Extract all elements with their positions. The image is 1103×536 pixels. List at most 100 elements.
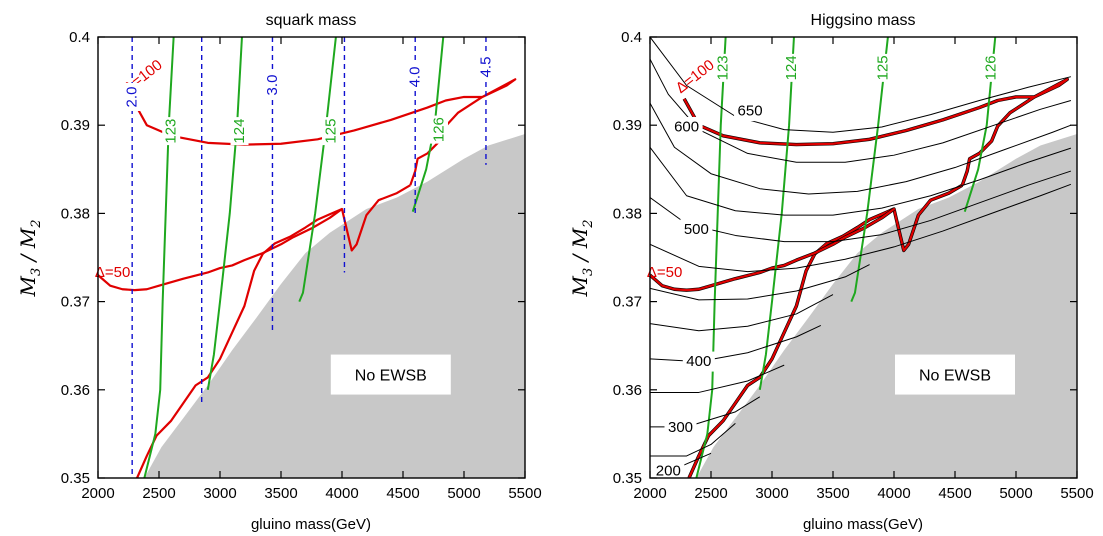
x-tick-label: 4000: [877, 485, 910, 502]
y-tick-label: 0.36: [613, 382, 642, 399]
contour-label-bg: [874, 53, 893, 82]
higgs-mass-label: 124: [783, 55, 800, 80]
fine-tuning-contour: [688, 184, 963, 478]
higgsino-mass-label: 300: [668, 419, 693, 436]
svg-text:M3 / M2: M3 / M2: [568, 220, 596, 298]
squark-mass-label: 4.5: [477, 57, 494, 78]
x-tick-label: 2000: [81, 485, 114, 502]
fine-tuning-contour: [98, 208, 343, 292]
contour-label-bg: [782, 53, 801, 82]
y-axis-label: M3 / M2: [568, 220, 596, 298]
x-tick-label: 3000: [755, 485, 788, 502]
contour-label-bg: [230, 117, 249, 146]
fine-tuning-label: Δ=50: [647, 264, 682, 281]
higgs-mass-contour: [206, 37, 243, 390]
x-tick-label: 5500: [1060, 485, 1093, 502]
x-tick-label: 2500: [142, 485, 175, 502]
x-tick-label: 4500: [938, 485, 971, 502]
higgsino-mass-contour: [650, 264, 870, 301]
y-tick-label: 0.39: [613, 117, 642, 134]
svg-text:M3 / M2: M3 / M2: [16, 220, 44, 298]
contour-label-bg: [429, 115, 448, 144]
fine-tuning-contour: [650, 208, 895, 292]
y-tick-label: 0.38: [613, 205, 642, 222]
higgsino-mass-contour: [650, 183, 1072, 273]
no-ewsb-label-box: [330, 354, 451, 395]
x-tick-label: 5000: [447, 485, 480, 502]
x-axis-label: gluino mass(GeV): [803, 516, 923, 533]
contour-label-bg: [123, 83, 142, 111]
no-ewsb-label: No EWSB: [919, 368, 991, 385]
y-tick-label: 0.39: [61, 117, 90, 134]
contour-label-bg: [406, 63, 425, 91]
higgsino-label-bg: [664, 417, 697, 438]
fine-tuning-contour: [683, 78, 1069, 186]
y-axis-label: M3 / M2: [16, 220, 44, 298]
y-tick-label: 0.36: [61, 382, 90, 399]
higgs-mass-label: 125: [875, 55, 892, 80]
higgs-mass-contour: [298, 37, 337, 302]
y-tick-label: 0.35: [613, 470, 642, 487]
x-tick-label: 2000: [633, 485, 666, 502]
fine-tuning-label: Δ=50: [95, 264, 130, 281]
higgsino-mass-contour: [650, 324, 822, 363]
higgsino-mass-contour: [650, 364, 785, 393]
higgsino-mass-label: 200: [656, 462, 681, 479]
contour-label-bg: [322, 117, 341, 146]
contour-label-bg: [263, 71, 282, 99]
x-tick-label: 3000: [203, 485, 236, 502]
higgsino-mass-label: 650: [738, 103, 763, 120]
higgsino-label-bg: [680, 219, 713, 240]
fine-tuning-contour: [136, 184, 411, 478]
plot-frame: [97, 36, 526, 479]
higgs-mass-contour: [695, 37, 727, 478]
x-tick-label: 4500: [386, 485, 419, 502]
y-tick-label: 0.4: [621, 29, 642, 46]
higgs-mass-label: 125: [323, 119, 340, 144]
higgsino-mass-contour: [650, 102, 1072, 195]
higgsino-label-bg: [734, 101, 767, 122]
higgsino-mass-contour: [650, 146, 1072, 216]
x-tick-label: 2500: [694, 485, 727, 502]
squark-mass-label: 3.0: [264, 75, 281, 96]
higgs-mass-contour: [143, 37, 175, 478]
y-tick-label: 0.35: [61, 470, 90, 487]
contour-label-bg: [476, 53, 495, 81]
higgsino-label-bg: [670, 116, 703, 137]
higgs-mass-label: 126: [430, 117, 447, 142]
higgs-mass-label: 124: [231, 119, 248, 144]
y-tick-label: 0.4: [69, 29, 90, 46]
no-ewsb-label-box: [895, 354, 1015, 395]
higgs-mass-label: 123: [715, 55, 732, 80]
higgsino-mass-label: 600: [674, 118, 699, 135]
x-axis-label: gluino mass(GeV): [251, 516, 371, 533]
higgs-mass-label: 123: [163, 119, 180, 144]
higgsino-mass-label: 400: [686, 353, 711, 370]
y-tick-label: 0.37: [613, 294, 642, 311]
squark-mass-label: 2.0: [124, 87, 141, 108]
no-ewsb-label: No EWSB: [355, 368, 427, 385]
higgs-mass-contour: [850, 37, 889, 302]
higgs-mass-label: 126: [982, 55, 999, 80]
plot-frame: [649, 36, 1078, 479]
y-tick-label: 0.37: [61, 294, 90, 311]
higgsino-mass-contour: [650, 294, 834, 332]
x-tick-label: 3500: [816, 485, 849, 502]
x-tick-label: 4000: [325, 485, 358, 502]
y-tick-label: 0.38: [61, 205, 90, 222]
chart-title: Higgsino mass: [811, 12, 916, 29]
squark-mass-label: 4.0: [407, 67, 424, 88]
higgsino-mass-label: 500: [684, 221, 709, 238]
higgsino-mass-contour: [650, 58, 1072, 163]
higgs-mass-contour: [411, 37, 445, 212]
x-tick-label: 5000: [999, 485, 1032, 502]
higgsino-mass-contour: [650, 422, 736, 457]
contour-label-bg: [162, 117, 181, 146]
higgsino-label-bg: [682, 351, 715, 372]
chart-title: squark mass: [266, 12, 357, 29]
higgsino-mass-contour: [650, 37, 1072, 133]
contour-label-bg: [981, 53, 1000, 82]
